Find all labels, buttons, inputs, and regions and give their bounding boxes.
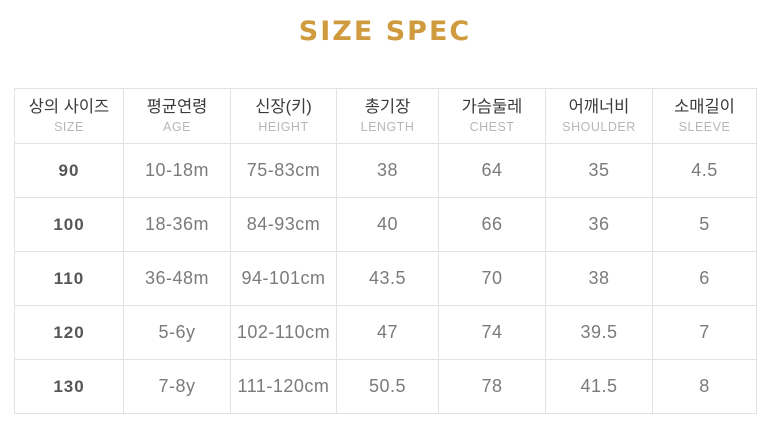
spec-value-cell: 70 [438,251,546,306]
table-row: 90 10-18m 75-83cm 38 64 35 4.5 [14,143,757,198]
size-value-cell: 90 [14,143,124,198]
spec-value-cell: 10-18m [123,143,231,198]
size-value-cell: 110 [14,251,124,306]
header-korean-label: 평균연령 [146,98,208,117]
spec-value-cell: 36 [545,197,653,252]
spec-value-cell: 64 [438,143,546,198]
header-cell-chest: 가슴둘레 CHEST [438,88,546,144]
header-korean-label: 어깨너비 [568,98,630,117]
header-korean-label: 상의 사이즈 [28,98,110,117]
spec-value-cell: 66 [438,197,546,252]
size-spec-table: 상의 사이즈 SIZE 평균연령 AGE 신장(키) HEIGHT 총기장 LENGTH 가슴둘… [14,88,757,414]
table-row: 120 5-6y 102-110cm 47 74 39.5 7 [14,305,757,360]
spec-value-cell: 47 [336,305,439,360]
spec-value-cell: 38 [336,143,439,198]
table-header-row: 상의 사이즈 SIZE 평균연령 AGE 신장(키) HEIGHT 총기장 LENGTH 가슴둘… [14,88,757,144]
header-korean-label: 소매길이 [674,98,735,117]
table-body: 90 10-18m 75-83cm 38 64 35 4.5 100 18-36m 84-93cm… [14,143,757,414]
header-cell-shoulder: 어깨너비 SHOULDER [545,88,653,144]
spec-value-cell: 7 [652,305,757,360]
table-row: 110 36-48m 94-101cm 43.5 70 38 6 [14,251,757,306]
header-cell-height: 신장(키) HEIGHT [230,88,337,144]
spec-value-cell: 35 [545,143,653,198]
spec-value-cell: 94-101cm [230,251,337,306]
spec-value-cell: 8 [652,359,757,414]
spec-value-cell: 18-36m [123,197,231,252]
spec-value-cell: 50.5 [336,359,439,414]
page-title: SIZE SPEC [298,16,472,47]
header-cell-size: 상의 사이즈 SIZE [14,88,124,144]
spec-value-cell: 36-48m [123,251,231,306]
spec-value-cell: 4.5 [652,143,757,198]
spec-value-cell: 84-93cm [230,197,337,252]
spec-value-cell: 7-8y [123,359,231,414]
table-header: 상의 사이즈 SIZE 평균연령 AGE 신장(키) HEIGHT 총기장 LENGTH 가슴둘… [14,88,757,144]
table-row: 100 18-36m 84-93cm 40 66 36 5 [14,197,757,252]
spec-value-cell: 41.5 [545,359,653,414]
header-cell-length: 총기장 LENGTH [336,88,439,144]
header-korean-label: 총기장 [364,98,411,117]
spec-value-cell: 39.5 [545,305,653,360]
header-cell-age: 평균연령 AGE [123,88,231,144]
header-english-label: CHEST [469,119,515,134]
header-korean-label: 가슴둘레 [461,98,523,117]
spec-value-cell: 78 [438,359,546,414]
header-english-label: SHOULDER [562,119,636,134]
header-cell-sleeve: 소매길이 SLEEVE [652,88,757,144]
spec-value-cell: 43.5 [336,251,439,306]
spec-value-cell: 40 [336,197,439,252]
spec-value-cell: 74 [438,305,546,360]
spec-value-cell: 5 [652,197,757,252]
spec-value-cell: 6 [652,251,757,306]
spec-value-cell: 5-6y [123,305,231,360]
spec-value-cell: 38 [545,251,653,306]
size-value-cell: 100 [14,197,124,252]
header-english-label: SIZE [54,119,84,134]
header-english-label: SLEEVE [678,119,731,134]
size-value-cell: 130 [14,359,124,414]
table-row: 130 7-8y 111-120cm 50.5 78 41.5 8 [14,359,757,414]
size-value-cell: 120 [14,305,124,360]
spec-value-cell: 75-83cm [230,143,337,198]
spec-value-cell: 102-110cm [230,305,337,360]
header-english-label: HEIGHT [258,119,309,134]
header-english-label: LENGTH [360,119,415,134]
header-english-label: AGE [163,119,191,134]
spec-value-cell: 111-120cm [230,359,337,414]
header-korean-label: 신장(키) [255,98,312,117]
